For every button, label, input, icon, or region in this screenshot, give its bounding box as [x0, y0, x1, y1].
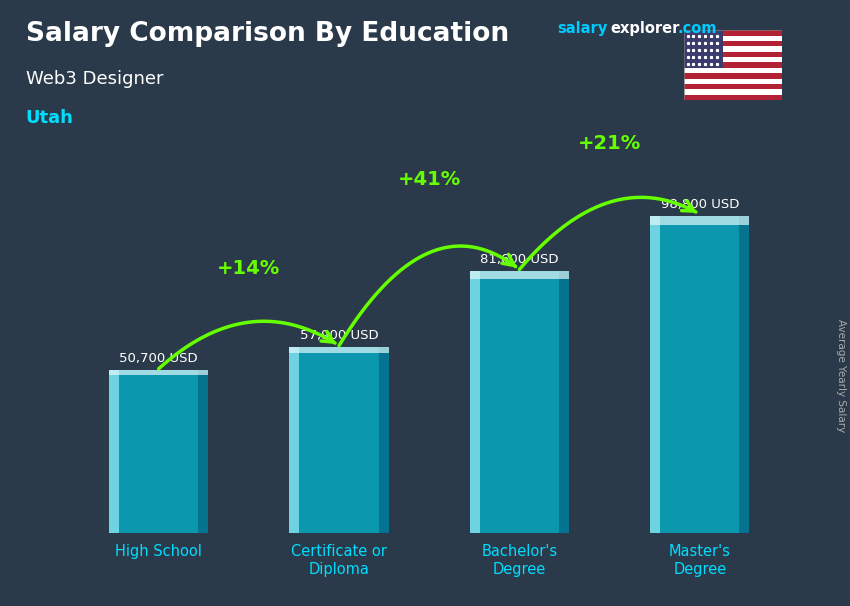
FancyBboxPatch shape	[470, 271, 569, 533]
Text: .com: .com	[677, 21, 717, 36]
Bar	[650, 216, 660, 533]
Bar	[470, 271, 569, 279]
Bar	[290, 347, 388, 353]
Bar	[684, 57, 782, 62]
Text: explorer: explorer	[610, 21, 680, 36]
Bar	[684, 73, 782, 79]
Text: Salary Comparison By Education: Salary Comparison By Education	[26, 21, 508, 47]
FancyBboxPatch shape	[290, 347, 388, 533]
Text: Web3 Designer: Web3 Designer	[26, 70, 163, 88]
Bar	[198, 370, 208, 533]
Text: 50,700 USD: 50,700 USD	[119, 353, 198, 365]
Bar	[109, 370, 119, 533]
Bar	[290, 347, 299, 533]
Bar	[684, 79, 782, 84]
FancyBboxPatch shape	[650, 216, 750, 533]
Bar	[379, 347, 388, 533]
Text: salary: salary	[557, 21, 607, 36]
Bar	[684, 30, 782, 36]
Text: 98,800 USD: 98,800 USD	[660, 198, 739, 211]
Text: +41%: +41%	[398, 170, 461, 188]
Bar	[684, 62, 782, 68]
Bar	[470, 271, 479, 533]
Bar	[684, 89, 782, 95]
Bar	[559, 271, 569, 533]
Bar	[684, 30, 723, 68]
Bar	[684, 84, 782, 89]
Bar	[109, 370, 208, 375]
Text: Utah: Utah	[26, 109, 73, 127]
Bar	[740, 216, 750, 533]
Text: +14%: +14%	[218, 259, 280, 278]
Bar	[684, 36, 782, 41]
Text: Average Yearly Salary: Average Yearly Salary	[836, 319, 846, 432]
Bar	[684, 41, 782, 47]
Bar	[684, 47, 782, 52]
Text: 57,900 USD: 57,900 USD	[300, 329, 378, 342]
Bar	[684, 68, 782, 73]
Bar	[650, 216, 750, 225]
Bar	[684, 95, 782, 100]
Text: 81,600 USD: 81,600 USD	[480, 253, 558, 266]
Text: +21%: +21%	[578, 135, 641, 153]
FancyBboxPatch shape	[109, 370, 208, 533]
Bar	[684, 52, 782, 57]
